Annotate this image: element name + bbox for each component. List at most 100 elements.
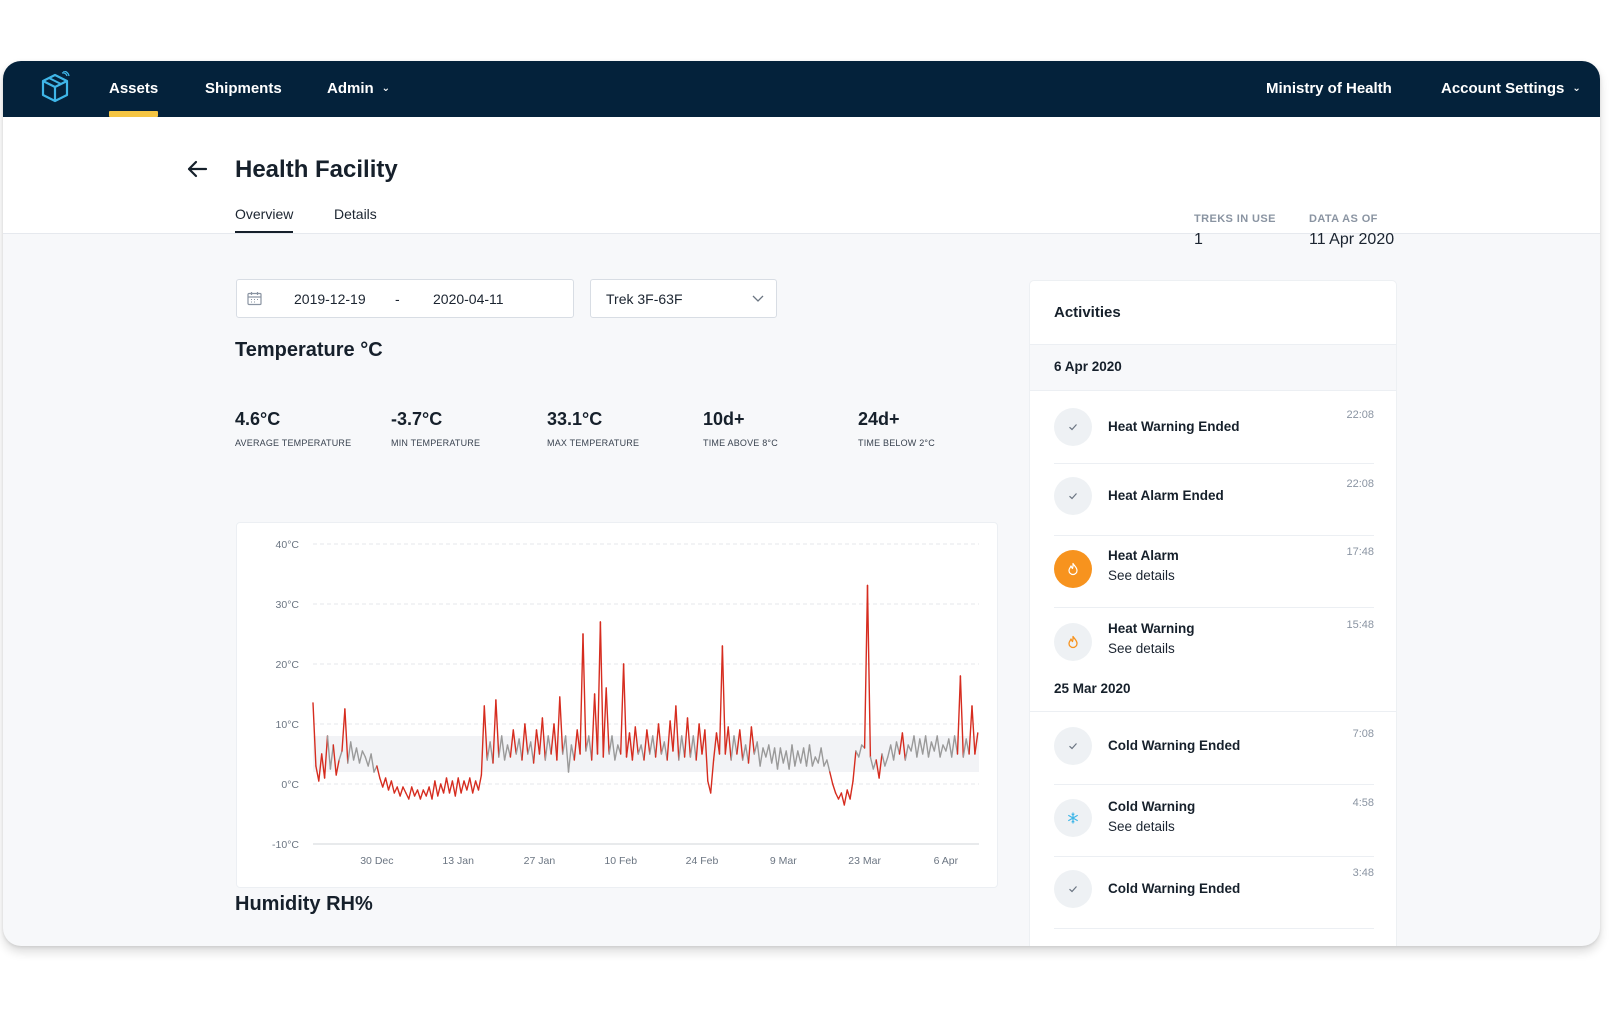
temperature-line-segment — [559, 696, 564, 755]
humidity-title: Humidity RH% — [235, 893, 373, 915]
y-tick-label: 30°C — [276, 599, 300, 611]
x-tick-label: 10 Feb — [604, 855, 637, 867]
date-range-picker[interactable]: 2019-12-19 - 2020-04-11 — [236, 279, 574, 318]
activity-item[interactable]: Heat Warning Ended 22:08 — [1054, 392, 1374, 464]
activity-time: 22:08 — [1346, 478, 1374, 490]
activity-title: Heat Alarm — [1108, 548, 1179, 563]
see-details-link[interactable]: See details — [1108, 641, 1175, 656]
temperature-line-segment — [657, 723, 663, 755]
temperature-line-segment — [727, 726, 732, 761]
temperature-line-segment — [628, 732, 634, 761]
temperature-line-segment — [614, 744, 619, 761]
temperature-line-segment — [765, 744, 770, 758]
temperature-line-segment — [744, 744, 750, 764]
stat-min-temperature: -3.7°C MIN TEMPERATURE — [391, 409, 480, 448]
check-icon — [1069, 424, 1077, 431]
activity-item[interactable]: Cold Warning See details 4:58 — [1054, 785, 1374, 857]
temperature-line-segment — [730, 735, 735, 761]
tab-details[interactable]: Details — [334, 206, 377, 222]
temperature-line-segment — [367, 753, 372, 767]
temperature-line-segment — [701, 729, 706, 755]
temperature-line-segment — [445, 777, 451, 794]
check-icon — [1069, 493, 1077, 500]
check-icon — [1069, 886, 1077, 893]
nav-admin[interactable]: Admin ⌄ — [327, 61, 390, 117]
activity-icon-bg — [1054, 623, 1092, 661]
temperature-line-segment — [652, 735, 657, 758]
activity-title: Cold Warning Ended — [1108, 738, 1241, 753]
temperature-line-segment — [968, 705, 973, 755]
temperature-line-segment — [495, 699, 500, 758]
temperature-line-segment — [410, 786, 416, 797]
temperature-line-segment — [399, 786, 404, 797]
see-details-link[interactable]: See details — [1108, 819, 1175, 834]
activity-icon-bg — [1054, 870, 1092, 908]
temperature-line-segment — [756, 741, 761, 767]
temperature-line-segment — [477, 774, 483, 791]
nav-assets[interactable]: Assets — [109, 61, 159, 117]
temperature-line-segment — [466, 777, 471, 791]
temperature-line-segment — [922, 735, 927, 755]
temperature-line-segment — [312, 702, 317, 767]
back-arrow-icon[interactable] — [186, 159, 208, 179]
temperature-line-segment — [634, 726, 639, 755]
temperature-line-segment — [390, 780, 396, 794]
tab-overview[interactable]: Overview — [235, 206, 294, 233]
activities-header: Activities — [1030, 281, 1396, 345]
activity-time: 7:08 — [1352, 728, 1374, 740]
temperature-line-segment — [434, 780, 439, 797]
temperature-line-segment — [834, 792, 840, 800]
activity-item[interactable]: Cold Warning Ended 3:48 — [1054, 857, 1374, 929]
temperature-line-segment — [428, 786, 433, 800]
temperature-line-segment — [768, 744, 773, 764]
temperature-line-segment — [585, 735, 590, 752]
temperature-line-segment — [474, 780, 480, 791]
temperature-line-segment — [910, 735, 915, 752]
temperature-line-segment — [956, 675, 962, 755]
activity-time: 17:48 — [1346, 546, 1374, 558]
temperature-line-segment — [736, 729, 741, 755]
nav-organization[interactable]: Ministry of Health — [1266, 61, 1392, 117]
temperature-line-segment — [800, 747, 805, 764]
account-settings-menu[interactable]: Account Settings ⌄ — [1441, 61, 1581, 117]
nav-shipments[interactable]: Shipments — [205, 61, 282, 117]
activity-item[interactable]: Cold Warning Ended 7:08 — [1054, 713, 1374, 785]
temperature-line-segment — [454, 777, 459, 797]
temperature-line-segment — [326, 735, 332, 770]
chevron-down-icon: ⌄ — [1572, 83, 1581, 94]
box-logo-icon[interactable] — [39, 71, 71, 105]
temperature-line-segment — [663, 741, 668, 761]
data-as-of-label: DATA AS OF — [1309, 213, 1378, 225]
trek-select[interactable]: Trek 3F-63F — [590, 279, 777, 318]
x-tick-label: 9 Mar — [770, 855, 797, 867]
temperature-line-segment — [959, 675, 964, 758]
temperature-line-segment — [904, 744, 909, 761]
activity-date: 25 Mar 2020 — [1054, 681, 1131, 696]
temperature-line-segment — [759, 747, 764, 767]
temperature-line-segment — [855, 750, 860, 758]
temperature-line-segment — [364, 756, 369, 767]
temperature-line-segment — [826, 759, 831, 773]
x-tick-label: 23 Mar — [848, 855, 881, 867]
y-tick-label: -10°C — [272, 839, 299, 851]
temperature-line-segment — [695, 723, 700, 761]
temperature-line-segment — [602, 687, 607, 758]
temperature-line-segment — [562, 735, 567, 755]
temperature-line-segment — [669, 720, 674, 752]
temperature-line-segment — [439, 783, 445, 794]
temperature-chart[interactable]: 40°C 30°C 20°C 10°C 0°C -10°C 30 Dec 13 Jan 27 J… — [237, 523, 999, 889]
see-details-link[interactable]: See details — [1108, 568, 1175, 583]
activity-item[interactable]: Heat Alarm See details 17:48 — [1054, 536, 1374, 608]
nav-assets-label: Assets — [109, 80, 159, 97]
temperature-line-segment — [332, 744, 337, 776]
temperature-line-segment — [579, 633, 584, 755]
temperature-line-segment — [843, 789, 848, 806]
activity-item[interactable]: Heat Alarm Ended 22:08 — [1054, 464, 1374, 536]
temperature-line-segment — [782, 750, 787, 764]
x-tick-label: 13 Jan — [442, 855, 474, 867]
temperature-line-segment — [927, 741, 933, 758]
trek-select-value: Trek 3F-63F — [606, 291, 683, 307]
date-start-input[interactable]: 2019-12-19 — [294, 291, 366, 307]
activity-item[interactable]: Heat Warning See details 15:48 — [1054, 608, 1374, 680]
date-end-input[interactable]: 2020-04-11 — [433, 291, 504, 307]
